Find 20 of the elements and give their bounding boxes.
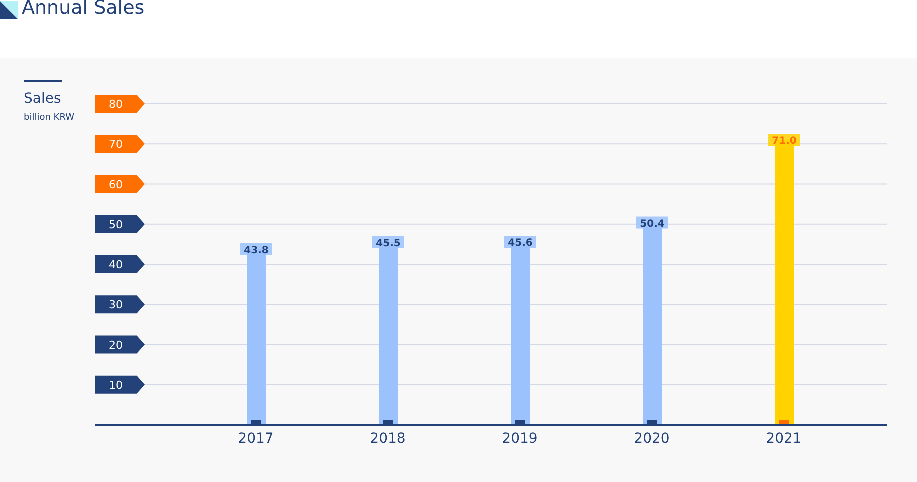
y-tick-label: 40 <box>109 258 123 272</box>
y-tick-label: 10 <box>109 378 123 392</box>
x-tick-label: 2018 <box>370 430 406 447</box>
y-tick-label: 60 <box>109 178 123 192</box>
x-tick-label: 2021 <box>766 430 802 447</box>
x-tick-label: 2017 <box>238 430 274 447</box>
x-tick-label: 2019 <box>502 430 538 447</box>
data-label: 43.8 <box>244 245 269 256</box>
y-tick-label: 50 <box>109 218 123 232</box>
x-tick-label: 2020 <box>634 430 670 447</box>
data-label: 45.6 <box>508 238 533 250</box>
data-label: 45.5 <box>376 238 401 250</box>
y-tick-label: 70 <box>109 138 123 152</box>
text: billion KRW <box>24 113 74 123</box>
y-tick-label: 20 <box>109 338 123 352</box>
y-tick-label: 30 <box>109 298 123 312</box>
data-label: 50.4 <box>640 218 665 230</box>
y-axis-title: Sales <box>24 91 62 107</box>
y-tick-label: 80 <box>109 98 123 111</box>
data-label: 71.0 <box>772 136 797 148</box>
